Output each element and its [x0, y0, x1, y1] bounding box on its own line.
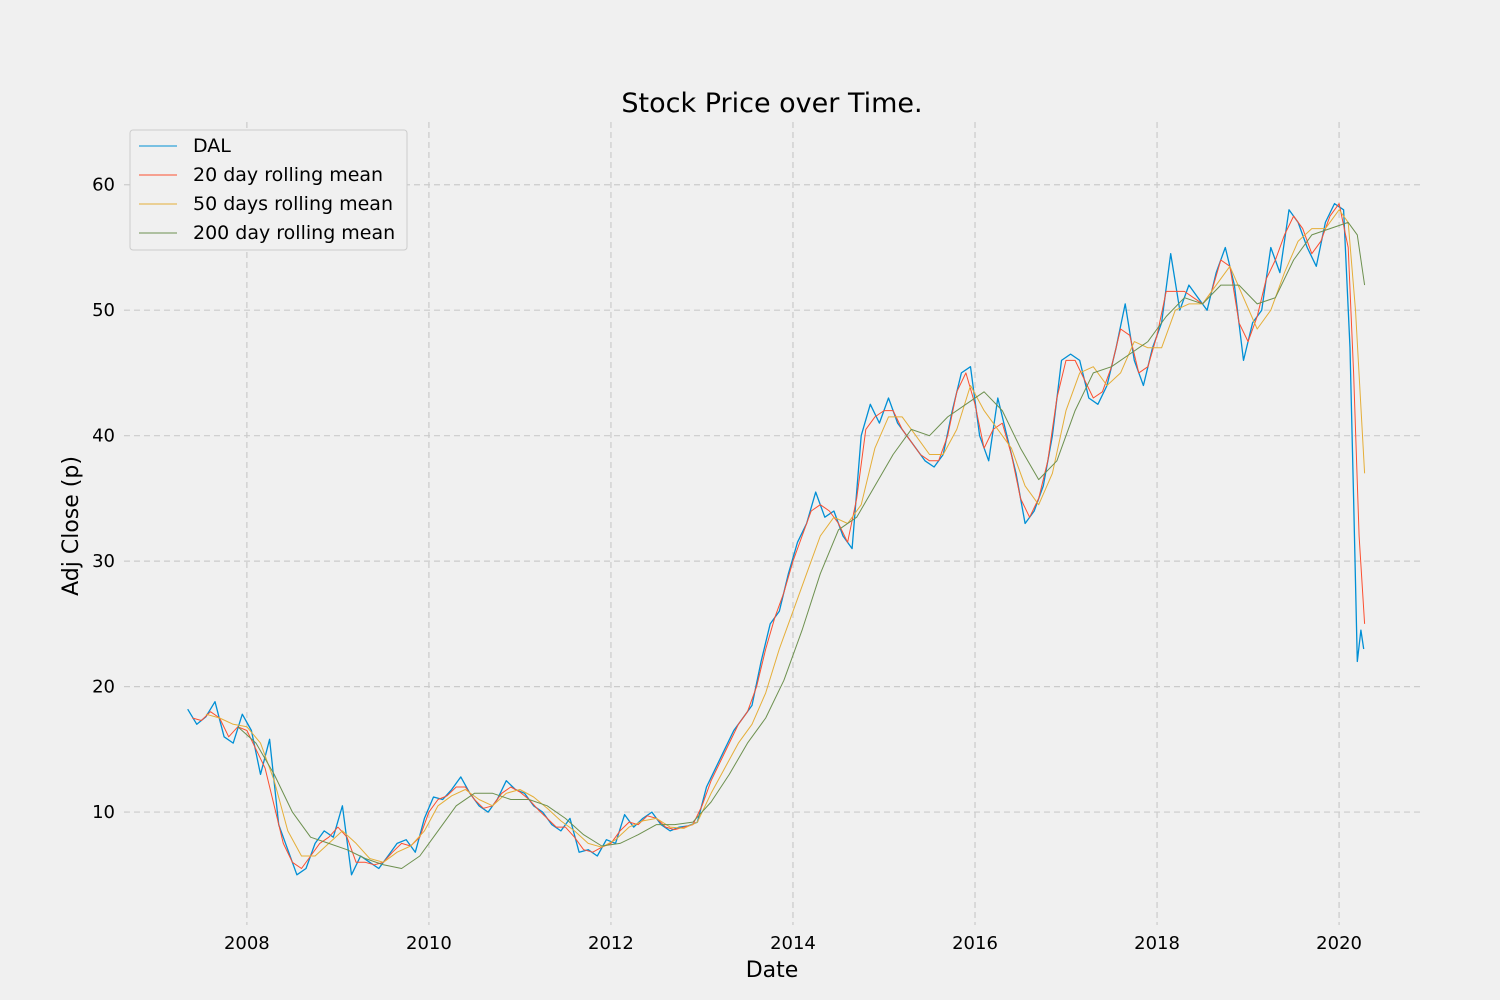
y-tick-label: 40 [92, 426, 115, 447]
chart-title: Stock Price over Time. [621, 88, 922, 119]
y-tick-labels: 10 20 30 40 50 60 [92, 175, 115, 823]
y-tick-label: 10 [92, 802, 115, 823]
x-gridlines [246, 122, 1340, 925]
series-line-50-days-rolling-mean [205, 209, 1366, 863]
y-tick-label: 60 [92, 175, 115, 196]
x-axis-label: Date [746, 958, 799, 983]
x-tick-label: 2020 [1316, 933, 1362, 954]
x-tick-label: 2018 [1134, 933, 1180, 954]
x-tick-label: 2008 [224, 933, 270, 954]
y-gridlines [124, 184, 1421, 813]
legend-box [129, 129, 408, 251]
legend-label-dal: DAL [193, 135, 231, 157]
y-axis-label: Adj Close (p) [59, 456, 84, 596]
y-tick-label: 30 [92, 551, 115, 572]
x-tick-label: 2014 [770, 933, 816, 954]
x-tick-label: 2012 [588, 933, 634, 954]
legend-label-50-day: 50 days rolling mean [193, 193, 393, 215]
x-tick-label: 2016 [952, 933, 998, 954]
legend-label-20-day: 20 day rolling mean [193, 164, 383, 186]
x-tick-label: 2010 [406, 933, 452, 954]
legend: DAL 20 day rolling mean 50 days rolling … [129, 129, 408, 251]
series-line-dal [187, 202, 1365, 876]
x-tick-labels: 2008 2010 2012 2014 2016 2018 2020 [224, 933, 1362, 954]
y-tick-label: 50 [92, 300, 115, 321]
series-line-20-day-rolling-mean [192, 203, 1366, 869]
series-line-200-day-rolling-mean [237, 221, 1366, 869]
series-layer [187, 202, 1366, 876]
legend-label-200-day: 200 day rolling mean [193, 222, 395, 244]
y-tick-label: 20 [92, 677, 115, 698]
